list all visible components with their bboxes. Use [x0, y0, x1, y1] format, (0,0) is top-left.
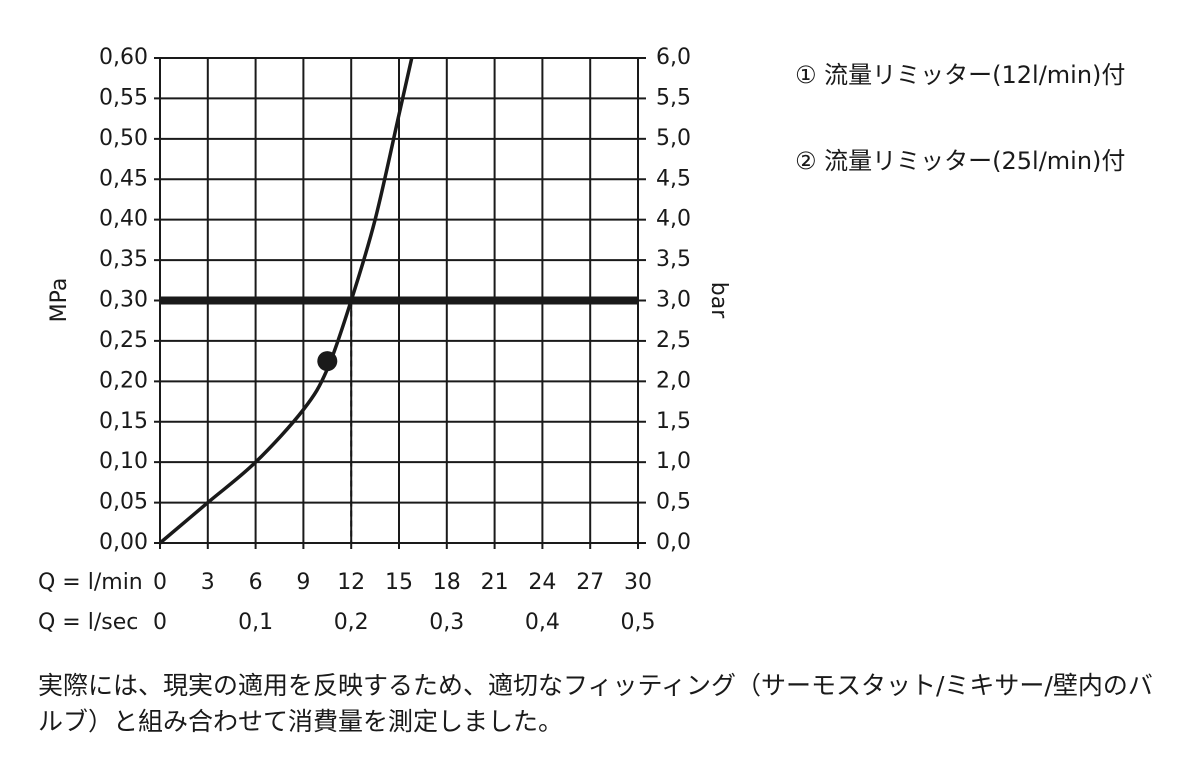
x2-tick-label: 0,3: [429, 610, 464, 635]
note: ② 流量リミッター(25l/min)付: [795, 147, 1126, 175]
y2-tick-label: 0,5: [656, 490, 691, 515]
x2-tick-label: 0,4: [525, 610, 560, 635]
x-tick-label: 12: [337, 570, 365, 595]
y2-tick-label: 4,5: [656, 166, 691, 191]
y-tick-label: 0,60: [99, 45, 148, 70]
x-axis-label: Q = l/min: [38, 570, 143, 595]
x-tick-label: 3: [201, 570, 215, 595]
x-tick-label: 21: [481, 570, 509, 595]
y-tick-label: 0,50: [99, 126, 148, 151]
y2-tick-label: 2,0: [656, 368, 691, 393]
marker-dot: [317, 351, 338, 372]
y-tick-label: 0,45: [99, 166, 148, 191]
y-tick-label: 0,40: [99, 207, 148, 232]
caption: 実際には、現実の適用を反映するため、適切なフィッティング（サーモスタット/ミキサ…: [38, 671, 1153, 736]
y2-tick-label: 1,5: [656, 409, 691, 434]
x-tick-label: 24: [528, 570, 556, 595]
y-tick-label: 0,30: [99, 288, 148, 313]
x-tick-label: 0: [153, 570, 167, 595]
note: ① 流量リミッター(12l/min)付: [795, 61, 1126, 89]
x-tick-label: 6: [249, 570, 263, 595]
y2-tick-label: 5,0: [656, 126, 691, 151]
y2-tick-label: 6,0: [656, 45, 691, 70]
x2-axis-label: Q = l/sec: [38, 610, 138, 635]
x-tick-label: 15: [385, 570, 413, 595]
y-tick-label: 0,35: [99, 247, 148, 272]
x2-tick-label: 0,1: [238, 610, 273, 635]
y2-tick-label: 5,5: [656, 85, 691, 110]
y2-tick-label: 4,0: [656, 207, 691, 232]
x-tick-label: 9: [296, 570, 310, 595]
y-tick-label: 0,10: [99, 449, 148, 474]
x-tick-label: 18: [433, 570, 461, 595]
y-tick-label: 0,55: [99, 85, 148, 110]
y2-axis-label: bar: [706, 282, 731, 319]
x2-tick-label: 0,5: [621, 610, 656, 635]
y-axis-label: MPa: [47, 278, 72, 323]
x2-tick-label: 0: [153, 610, 167, 635]
y2-tick-label: 1,0: [656, 449, 691, 474]
y-tick-label: 0,05: [99, 490, 148, 515]
y-tick-label: 0,25: [99, 328, 148, 353]
y2-tick-label: 0,0: [656, 530, 691, 555]
x-tick-label: 27: [576, 570, 604, 595]
y2-tick-label: 3,0: [656, 288, 691, 313]
y-tick-label: 0,15: [99, 409, 148, 434]
y2-tick-label: 2,5: [656, 328, 691, 353]
y-tick-label: 0,20: [99, 368, 148, 393]
x2-tick-label: 0,2: [334, 610, 369, 635]
y-tick-label: 0,00: [99, 530, 148, 555]
x-tick-label: 30: [624, 570, 652, 595]
chart: MPa bar Q = l/min Q = l/sec 0,000,050,10…: [38, 45, 731, 635]
y2-tick-label: 3,5: [656, 247, 691, 272]
